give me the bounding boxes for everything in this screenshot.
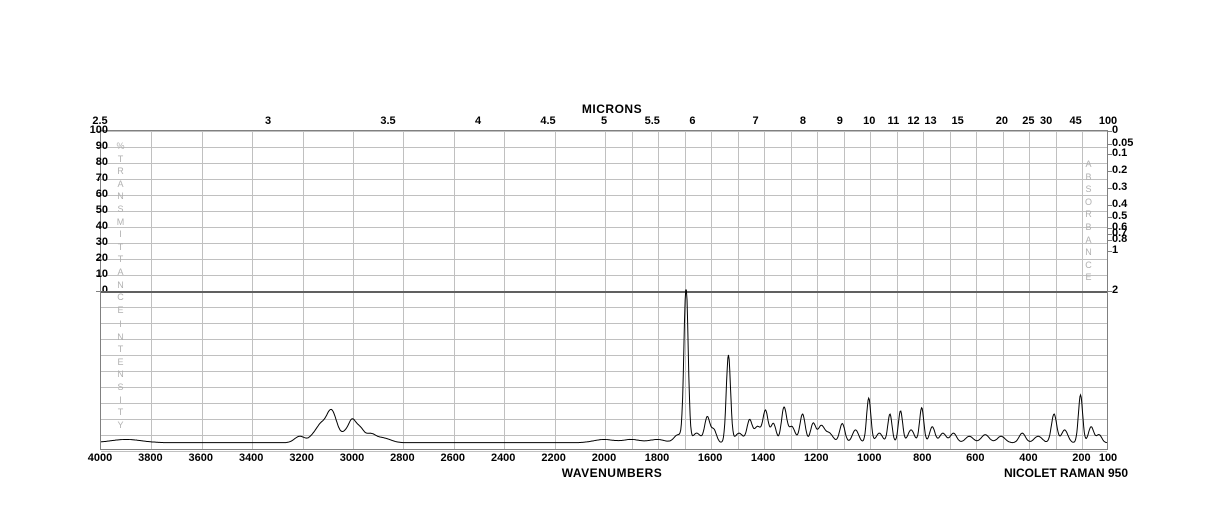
bottom-x-tick-label: 1000	[857, 452, 881, 464]
bottom-x-tick-label: 3000	[340, 452, 364, 464]
grid-line-h	[101, 371, 1107, 372]
bottom-x-tick-label: 1400	[751, 452, 775, 464]
top-x-tick-label: 3.5	[380, 115, 395, 127]
grid-line-h	[101, 435, 1107, 436]
grid-line-h	[101, 163, 1107, 164]
top-x-tick-label: 30	[1040, 115, 1052, 127]
bottom-x-tick-label: 200	[1072, 452, 1090, 464]
top-x-tick-label: 6	[689, 115, 695, 127]
top-x-tick-label: 9	[837, 115, 843, 127]
panel-divider	[101, 291, 1107, 293]
spectrum-chart-page: MICRONS WAVENUMBERS NICOLET RAMAN 950 2.…	[0, 0, 1224, 528]
top-x-tick-label: 15	[952, 115, 964, 127]
left-y-tick-label: 90	[80, 140, 108, 152]
grid-line-h	[101, 243, 1107, 244]
grid-line-h	[101, 259, 1107, 260]
top-x-tick-label: 13	[924, 115, 936, 127]
right-y-tick-label: 0.5	[1112, 210, 1127, 222]
top-x-tick-label: 20	[996, 115, 1008, 127]
bottom-x-tick-label: 1600	[698, 452, 722, 464]
instrument-label: NICOLET RAMAN 950	[1004, 466, 1128, 480]
left-y-tick-label: 40	[80, 220, 108, 232]
bottom-x-tick-label: 3200	[289, 452, 313, 464]
bottom-x-tick-label: 800	[913, 452, 931, 464]
right-y-tick-label: 1	[1112, 244, 1118, 256]
left-y-tick-label: 70	[80, 172, 108, 184]
bottom-x-tick-label: 2200	[541, 452, 565, 464]
bottom-x-tick-label: 2400	[491, 452, 515, 464]
grid-line-h	[101, 227, 1107, 228]
top-x-tick-label: 11	[888, 115, 900, 127]
right-y-tick-label: 2	[1112, 284, 1118, 296]
top-x-tick-label: 4	[475, 115, 481, 127]
bottom-x-tick-label: 3400	[239, 452, 263, 464]
top-x-tick-label: 5	[601, 115, 607, 127]
grid-line-h	[101, 147, 1107, 148]
left-y-tick-label: 30	[80, 236, 108, 248]
grid-line-h	[101, 307, 1107, 308]
right-y-tick-label: 0.4	[1112, 198, 1127, 210]
grid-line-h	[101, 275, 1107, 276]
top-x-tick-label: 45	[1069, 115, 1081, 127]
left-y-tick-label: 50	[80, 204, 108, 216]
grid-line-h	[101, 339, 1107, 340]
bottom-x-tick-label: 2600	[441, 452, 465, 464]
top-x-tick-label: 3	[265, 115, 271, 127]
bottom-x-tick-label: 3800	[138, 452, 162, 464]
grid-line-h	[101, 195, 1107, 196]
right-y-tick-label: 0	[1112, 124, 1118, 136]
bottom-x-tick-label: 1200	[804, 452, 828, 464]
top-x-tick-label: 12	[907, 115, 919, 127]
bottom-x-tick-label: 100	[1099, 452, 1117, 464]
top-axis-title: MICRONS	[0, 102, 1224, 116]
right-y-tick-label: 0.8	[1112, 233, 1127, 245]
grid-line-h	[101, 387, 1107, 388]
left-y-tick-label: 0	[80, 284, 108, 296]
bottom-x-tick-label: 400	[1019, 452, 1037, 464]
axis-letter-stack: ABSORBANCE	[1082, 158, 1096, 284]
top-x-tick-label: 8	[800, 115, 806, 127]
top-x-tick-label: 10	[863, 115, 875, 127]
right-y-tick-label: 0.3	[1112, 181, 1127, 193]
grid-line-h	[101, 131, 1107, 132]
grid-line-h	[101, 323, 1107, 324]
axis-letter-stack: %TRANSMITTANCE	[114, 140, 128, 316]
grid-line-h	[101, 211, 1107, 212]
bottom-x-tick-label: 1800	[645, 452, 669, 464]
left-y-tick-label: 80	[80, 156, 108, 168]
right-y-tick-label: 0.2	[1112, 164, 1127, 176]
bottom-x-tick-label: 600	[966, 452, 984, 464]
grid-line-h	[101, 419, 1107, 420]
grid-line-h	[101, 179, 1107, 180]
plot-area	[100, 130, 1108, 450]
bottom-x-tick-label: 4000	[88, 452, 112, 464]
bottom-x-tick-label: 2800	[390, 452, 414, 464]
right-y-tick-label: 0.1	[1112, 147, 1127, 159]
top-x-tick-label: 25	[1022, 115, 1034, 127]
grid-line-h	[101, 403, 1107, 404]
grid-line-h	[101, 355, 1107, 356]
left-y-tick-label: 10	[80, 268, 108, 280]
left-y-tick-label: 60	[80, 188, 108, 200]
top-x-tick-label: 5.5	[645, 115, 660, 127]
left-y-tick-label: 100	[80, 124, 108, 136]
axis-letter-stack: INTENSITY	[114, 318, 128, 431]
top-x-tick-label: 7	[753, 115, 759, 127]
left-y-tick-label: 20	[80, 252, 108, 264]
bottom-x-tick-label: 3600	[189, 452, 213, 464]
bottom-x-tick-label: 2000	[592, 452, 616, 464]
top-x-tick-label: 4.5	[540, 115, 555, 127]
